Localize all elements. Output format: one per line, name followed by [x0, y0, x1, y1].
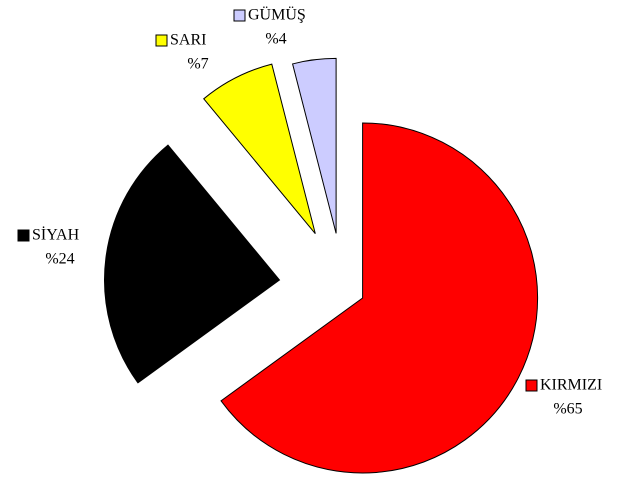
slice-label: SİYAH: [32, 226, 80, 244]
slice-value-label: %7: [187, 56, 208, 73]
pie-slice: [203, 63, 316, 234]
slice-label: KIRMIZI: [540, 377, 602, 394]
legend-swatch: [17, 229, 30, 242]
pie-slice: [291, 57, 337, 234]
pie-slice: [220, 122, 539, 474]
legend-swatch: [155, 34, 168, 47]
legend-swatch: [233, 9, 246, 22]
slice-label: SARI: [170, 32, 206, 49]
pie-slice: [104, 144, 281, 384]
slice-value-label: %24: [45, 251, 74, 268]
slice-value-label: %4: [265, 31, 286, 48]
slice-label: GÜMÜŞ: [248, 6, 306, 24]
slice-value-label: %65: [553, 401, 582, 418]
legend-swatch: [525, 379, 538, 392]
